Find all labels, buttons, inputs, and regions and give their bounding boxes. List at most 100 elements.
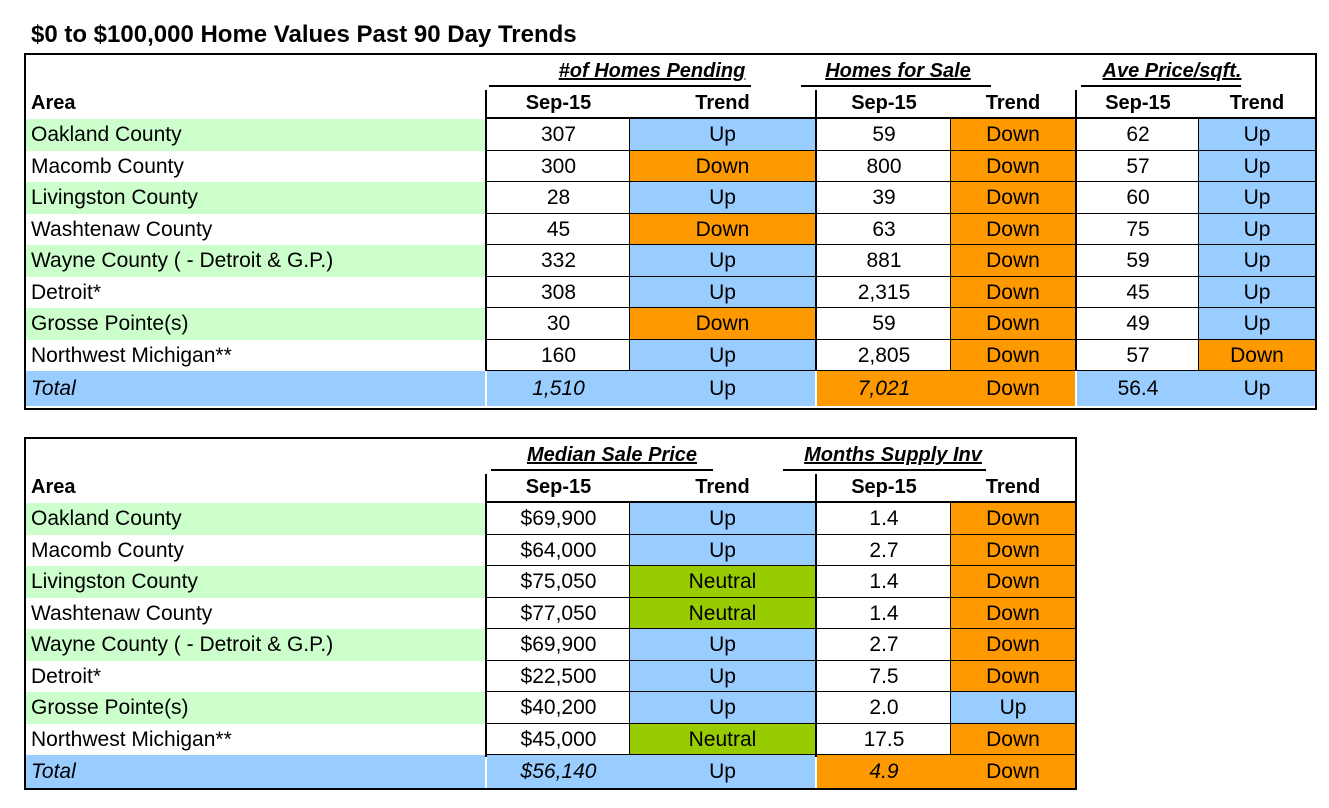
trend-cell: Up	[1199, 276, 1315, 308]
pending-sale-price-table: #of Homes Pending Homes for Sale Ave Price…	[24, 53, 1317, 410]
area-cell: Washtenaw County	[26, 213, 485, 245]
value-cell: $40,200	[487, 692, 630, 724]
total-value: 7,021	[817, 371, 951, 406]
area-cell: Macomb County	[26, 150, 485, 182]
row-divider	[487, 659, 1075, 661]
header-underline	[1081, 85, 1241, 87]
value-cell: 2,315	[817, 276, 951, 308]
column-header: Sep-15	[851, 476, 917, 498]
column-border	[950, 119, 951, 371]
header-bottom	[485, 501, 1077, 503]
group-header: Homes for Sale	[825, 60, 971, 82]
area-cell: Detroit*	[26, 276, 485, 308]
value-cell: 2.7	[817, 534, 951, 566]
trend-cell: Down	[951, 566, 1075, 598]
value-cell: 45	[1077, 276, 1199, 308]
trend-cell: Down	[630, 150, 815, 182]
row-divider	[487, 338, 1315, 340]
column-border	[629, 119, 630, 371]
value-cell: 28	[487, 182, 630, 214]
group-header: Ave Price/sqft.	[1102, 60, 1242, 82]
row-divider	[487, 754, 1075, 755]
area-cell: Oakland County	[26, 503, 485, 535]
trend-cell: Down	[951, 597, 1075, 629]
value-cell: 332	[487, 245, 630, 277]
column-header: Sep-15	[525, 92, 592, 114]
trend-cell: Down	[951, 119, 1075, 151]
column-border	[815, 474, 817, 757]
column-header: Trend	[985, 476, 1041, 498]
row-divider	[487, 691, 1075, 692]
area-cell: Oakland County	[26, 119, 485, 151]
header-underline	[801, 85, 991, 87]
value-cell: $69,900	[487, 503, 630, 535]
value-cell: 1.4	[817, 566, 951, 598]
trend-cell: Up	[630, 629, 815, 661]
row-divider	[487, 370, 1315, 371]
row-divider	[487, 565, 1075, 566]
area-cell: Northwest Michigan**	[26, 723, 485, 755]
trend-cell: Down	[951, 339, 1075, 371]
value-cell: $45,000	[487, 723, 630, 755]
trend-cell: Up	[630, 339, 815, 371]
trend-cell: Up	[630, 660, 815, 692]
trend-cell: Down	[951, 276, 1075, 308]
row-divider	[487, 275, 1315, 277]
value-cell: 62	[1077, 119, 1199, 151]
value-cell: 881	[817, 245, 951, 277]
total-value: 4.9	[817, 755, 951, 788]
value-cell: 307	[487, 119, 630, 151]
area-cell: Livingston County	[26, 182, 485, 214]
row-divider	[487, 244, 1315, 245]
value-cell: 1.4	[817, 503, 951, 535]
column-border	[485, 474, 487, 757]
area-header: Area	[31, 92, 76, 114]
area-cell: Washtenaw County	[26, 597, 485, 629]
trend-cell: Down	[951, 660, 1075, 692]
row-divider	[487, 212, 1315, 214]
trend-cell: Up	[951, 692, 1075, 724]
area-cell: Wayne County ( - Detroit & G.P.)	[26, 629, 485, 661]
area-cell: Detroit*	[26, 660, 485, 692]
total-trend: Up	[630, 371, 815, 406]
area-cell: Grosse Pointe(s)	[26, 308, 485, 340]
column-header: Sep-15	[851, 92, 917, 114]
trend-cell: Down	[630, 213, 815, 245]
area-header: Area	[31, 476, 76, 498]
value-cell: $22,500	[487, 660, 630, 692]
trend-cell: Up	[630, 534, 815, 566]
trend-cell: Down	[951, 245, 1075, 277]
column-border	[1075, 90, 1077, 371]
trend-cell: Neutral	[630, 723, 815, 755]
trend-cell: Down	[951, 182, 1075, 214]
value-cell: 800	[817, 150, 951, 182]
group-header: #of Homes Pending	[558, 60, 746, 82]
trend-cell: Up	[1199, 119, 1315, 151]
row-divider	[487, 596, 1075, 598]
value-cell: 2.7	[817, 629, 951, 661]
total-trend: Up	[1199, 371, 1315, 406]
trend-cell: Up	[630, 245, 815, 277]
column-header: Trend	[695, 476, 750, 498]
row-divider	[487, 149, 1315, 151]
trend-cell: Down	[951, 723, 1075, 755]
trend-cell: Down	[951, 629, 1075, 661]
area-cell: Macomb County	[26, 534, 485, 566]
column-header: Trend	[985, 92, 1041, 114]
total-label: Total	[26, 371, 485, 406]
trend-cell: Up	[630, 119, 815, 151]
total-value: $56,140	[487, 755, 630, 788]
value-cell: 39	[817, 182, 951, 214]
value-cell: 49	[1077, 308, 1199, 340]
column-border	[485, 90, 487, 371]
trend-cell: Down	[951, 150, 1075, 182]
trend-cell: Up	[1199, 182, 1315, 214]
value-cell: 2,805	[817, 339, 951, 371]
value-cell: 57	[1077, 150, 1199, 182]
area-cell: Livingston County	[26, 566, 485, 598]
total-trend: Up	[630, 755, 815, 788]
total-value: 56.4	[1077, 371, 1199, 406]
value-cell: 63	[817, 213, 951, 245]
median-supply-table: Median Sale Price Months Supply Inv Area Se…	[24, 437, 1077, 790]
value-cell: 59	[817, 119, 951, 151]
